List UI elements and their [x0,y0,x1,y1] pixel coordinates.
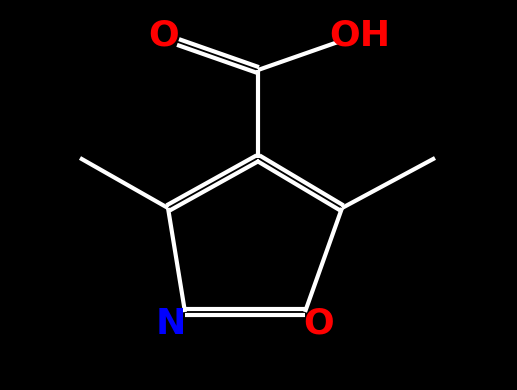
Text: O: O [303,307,334,341]
Text: N: N [156,307,186,341]
Text: OH: OH [329,19,390,53]
Text: O: O [148,19,179,53]
